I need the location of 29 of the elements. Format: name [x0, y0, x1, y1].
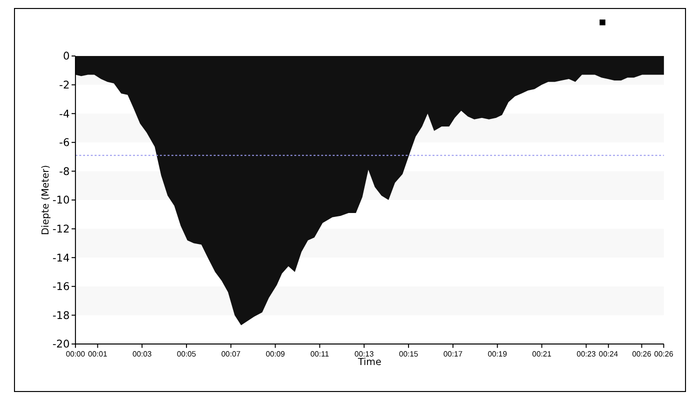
x-axis-title: Time — [356, 357, 382, 368]
x-tick-label: 00:26 — [632, 349, 652, 358]
x-tick-label: 00:21 — [532, 349, 552, 358]
y-tick-label: -2 — [59, 79, 70, 92]
x-tick-label: 00:03 — [132, 349, 152, 358]
x-tick-label: 00:05 — [176, 349, 196, 358]
x-tick-label: 00:26 — [654, 349, 674, 358]
x-tick-label: 00:09 — [266, 349, 285, 358]
x-tick-label: 00:15 — [398, 349, 418, 358]
x-tick-label: 00:01 — [88, 349, 108, 358]
y-tick-label: -6 — [59, 137, 70, 150]
x-tick-label: 00:13 — [354, 349, 374, 358]
y-tick-label: -4 — [59, 108, 70, 120]
y-tick-label: -10 — [52, 194, 70, 207]
y-tick-label: -16 — [52, 281, 70, 294]
y-tick-label: -14 — [52, 252, 70, 264]
x-tick-label: 00:11 — [310, 349, 330, 358]
y-axis-title: Diepte (Meter) — [40, 165, 52, 235]
x-tick-label: 00:19 — [488, 349, 507, 358]
y-tick-label: -12 — [52, 223, 70, 236]
y-tick-label: -20 — [52, 338, 70, 351]
x-tick-label: 00:24 — [598, 349, 619, 358]
x-tick-label: 00:00 — [66, 349, 86, 358]
x-tick-label: 00:07 — [221, 349, 240, 358]
x-tick-label: 00:17 — [443, 349, 463, 358]
y-tick-label: 0 — [62, 50, 70, 63]
y-tick-label: -18 — [52, 310, 70, 322]
x-tick-label: 00:23 — [576, 349, 596, 358]
y-tick-label: -8 — [59, 166, 70, 178]
